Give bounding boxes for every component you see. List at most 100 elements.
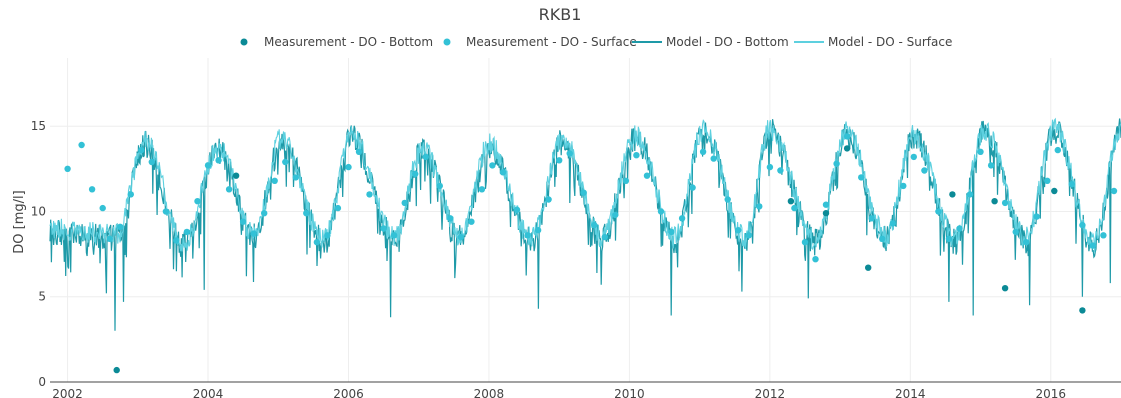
measurement-surface-point[interactable]: [745, 232, 752, 239]
measurement-surface-point[interactable]: [303, 210, 310, 217]
measurement-surface-point[interactable]: [689, 184, 696, 191]
measurement-surface-point[interactable]: [148, 158, 155, 166]
measurement-surface-point[interactable]: [935, 208, 942, 215]
measurement-surface-point[interactable]: [801, 239, 809, 246]
measurement-surface-point[interactable]: [1054, 146, 1062, 154]
measurement-surface-point[interactable]: [447, 215, 454, 222]
measurement-surface-point[interactable]: [499, 169, 507, 176]
measurement-surface-point[interactable]: [822, 201, 830, 208]
measurement-surface-point[interactable]: [478, 186, 486, 193]
measurement-surface-point[interactable]: [1089, 242, 1097, 249]
measurement-surface-point[interactable]: [88, 186, 96, 193]
measurement-surface-point[interactable]: [900, 182, 907, 190]
measurement-surface-point[interactable]: [366, 191, 373, 198]
measurement-bottom-point[interactable]: [787, 198, 795, 205]
measurement-surface-point[interactable]: [334, 204, 342, 212]
measurement-surface-point[interactable]: [1001, 199, 1009, 207]
measurement-surface-point[interactable]: [812, 256, 819, 263]
measurement-surface-point[interactable]: [633, 152, 640, 159]
measurement-surface-point[interactable]: [1012, 228, 1019, 236]
measurement-surface-point[interactable]: [724, 196, 731, 203]
measurement-surface-point[interactable]: [1044, 177, 1051, 184]
measurement-surface-point[interactable]: [99, 204, 106, 212]
measurement-bottom-point[interactable]: [1079, 307, 1086, 314]
measurement-surface-point[interactable]: [64, 165, 71, 172]
measurement-surface-point[interactable]: [699, 148, 707, 155]
measurement-surface-point[interactable]: [612, 211, 619, 219]
measurement-surface-point[interactable]: [601, 233, 608, 241]
measurement-surface-point[interactable]: [1079, 221, 1086, 229]
measurement-surface-point[interactable]: [1068, 181, 1076, 188]
measurement-surface-point[interactable]: [106, 235, 113, 242]
measurement-surface-point[interactable]: [225, 186, 233, 193]
measurement-bottom-point[interactable]: [232, 172, 240, 179]
measurement-surface-point[interactable]: [355, 148, 363, 155]
measurement-surface-point[interactable]: [710, 155, 717, 162]
measurement-surface-point[interactable]: [966, 191, 974, 198]
legend-item-surface-model[interactable]: Model - DO - Surface: [794, 35, 952, 49]
measurement-surface-point[interactable]: [215, 157, 222, 164]
measurement-surface-point[interactable]: [591, 221, 598, 229]
measurement-surface-point[interactable]: [468, 218, 475, 225]
measurement-surface-point[interactable]: [313, 239, 321, 246]
legend-item-bottom-measurement[interactable]: Measurement - DO - Bottom: [240, 35, 434, 49]
measurement-surface-point[interactable]: [282, 158, 289, 166]
measurement-surface-point[interactable]: [534, 227, 542, 234]
measurement-surface-point[interactable]: [858, 174, 865, 181]
measurement-surface-point[interactable]: [162, 208, 170, 215]
measurement-surface-point[interactable]: [643, 172, 651, 179]
measurement-surface-point[interactable]: [324, 232, 331, 239]
measurement-surface-point[interactable]: [1033, 213, 1040, 220]
measurement-surface-point[interactable]: [271, 177, 278, 184]
measurement-surface-point[interactable]: [756, 203, 763, 210]
measurement-surface-point[interactable]: [843, 133, 851, 140]
measurement-surface-point[interactable]: [524, 232, 531, 239]
measurement-surface-point[interactable]: [78, 141, 85, 149]
measurement-surface-point[interactable]: [204, 162, 212, 169]
measurement-surface-point[interactable]: [250, 230, 257, 237]
measurement-surface-point[interactable]: [513, 206, 521, 213]
measurement-surface-point[interactable]: [1110, 187, 1118, 195]
measurement-surface-point[interactable]: [436, 182, 443, 190]
measurement-surface-point[interactable]: [239, 218, 247, 225]
measurement-surface-point[interactable]: [138, 146, 145, 154]
plot-area[interactable]: [49, 117, 1121, 374]
legend-item-surface-measurement[interactable]: Measurement - DO - Surface: [443, 35, 637, 49]
measurement-bottom-point[interactable]: [949, 191, 956, 198]
measurement-surface-point[interactable]: [556, 157, 563, 164]
measurement-surface-point[interactable]: [921, 167, 928, 174]
measurement-bottom-point[interactable]: [1001, 285, 1009, 292]
measurement-surface-point[interactable]: [489, 162, 496, 169]
measurement-surface-point[interactable]: [345, 163, 352, 171]
measurement-surface-point[interactable]: [422, 153, 429, 161]
measurement-surface-point[interactable]: [833, 160, 840, 167]
measurement-surface-point[interactable]: [117, 223, 124, 230]
measurement-surface-point[interactable]: [292, 174, 299, 181]
measurement-surface-point[interactable]: [1100, 232, 1107, 239]
measurement-surface-point[interactable]: [127, 191, 134, 198]
measurement-surface-point[interactable]: [401, 199, 408, 207]
measurement-surface-point[interactable]: [945, 235, 953, 242]
measurement-surface-point[interactable]: [868, 215, 875, 222]
measurement-surface-point[interactable]: [173, 237, 180, 244]
measurement-bottom-point[interactable]: [991, 198, 998, 205]
measurement-surface-point[interactable]: [261, 210, 268, 217]
measurement-surface-point[interactable]: [879, 235, 886, 242]
measurement-surface-point[interactable]: [412, 170, 419, 178]
measurement-surface-point[interactable]: [777, 167, 784, 174]
measurement-surface-point[interactable]: [977, 148, 984, 155]
measurement-surface-point[interactable]: [580, 189, 587, 196]
measurement-surface-point[interactable]: [987, 162, 995, 169]
measurement-surface-point[interactable]: [791, 204, 798, 212]
measurement-surface-point[interactable]: [657, 208, 665, 215]
measurement-surface-point[interactable]: [622, 177, 630, 184]
measurement-surface-point[interactable]: [390, 232, 398, 239]
measurement-surface-point[interactable]: [566, 150, 573, 157]
measurement-surface-point[interactable]: [194, 198, 201, 205]
measurement-surface-point[interactable]: [1022, 239, 1030, 246]
measurement-surface-point[interactable]: [678, 215, 686, 222]
legend-item-bottom-model[interactable]: Model - DO - Bottom: [632, 35, 789, 49]
measurement-surface-point[interactable]: [183, 228, 191, 236]
measurement-bottom-point[interactable]: [113, 366, 120, 374]
measurement-bottom-point[interactable]: [865, 264, 872, 271]
